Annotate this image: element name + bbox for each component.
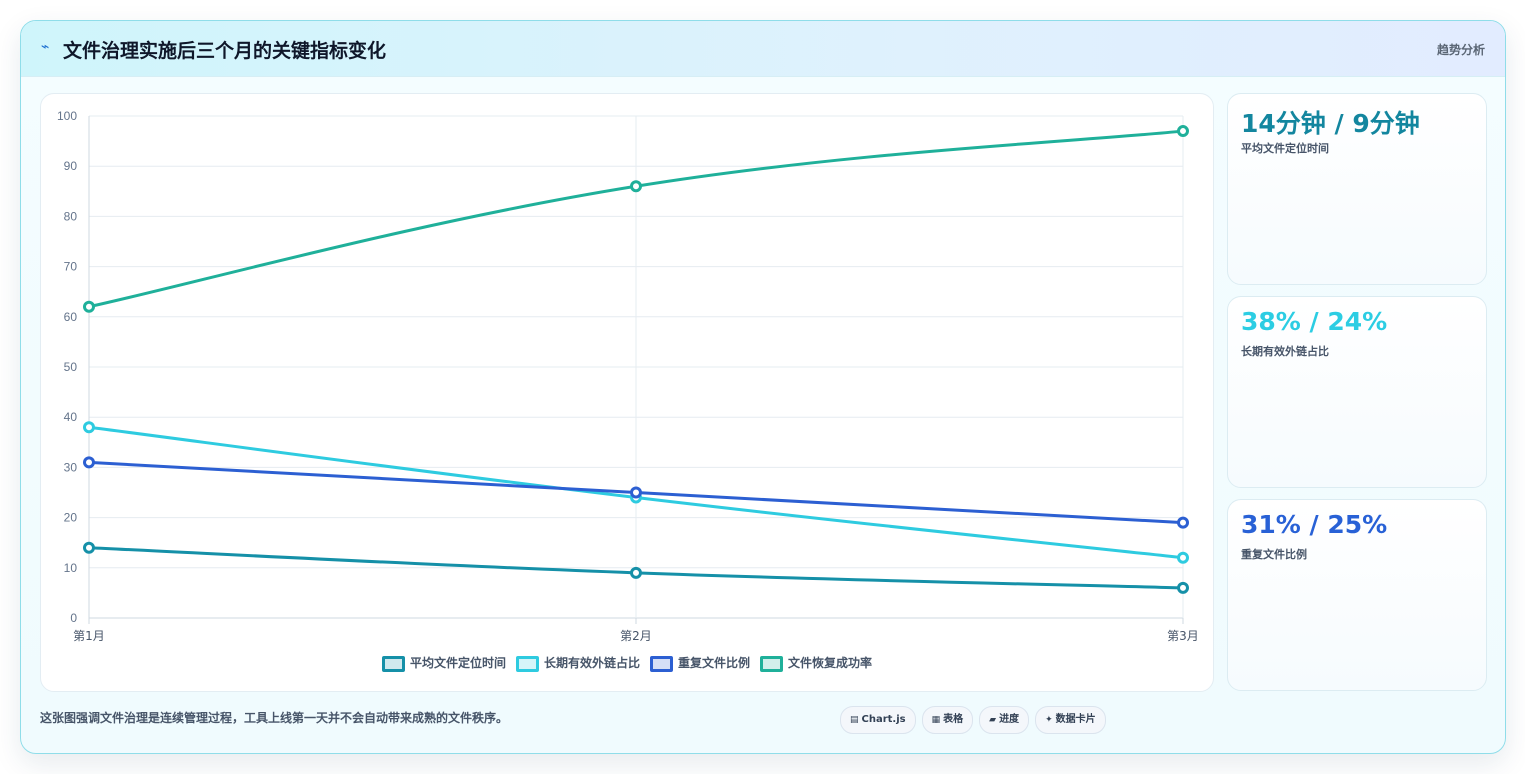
y-tick-label: 70 (64, 260, 78, 274)
legend-item[interactable]: 重复文件比例 (650, 654, 750, 672)
data-point (1177, 125, 1189, 138)
y-tick-label: 80 (64, 209, 78, 223)
chip-data-card[interactable]: ✦ 数据卡片 (1035, 706, 1106, 734)
data-point (1177, 581, 1189, 594)
y-tick-label: 60 (64, 310, 78, 324)
kpi-card-external-links: 38% / 24% 长期有效外链占比 (1227, 296, 1487, 488)
legend-label: 平均文件定位时间 (409, 656, 506, 670)
chip-label: Chart.js (861, 714, 906, 725)
legend-label: 重复文件比例 (678, 656, 751, 670)
data-point (630, 486, 642, 499)
data-card-icon: ✦ (1045, 715, 1053, 725)
legend-swatch (760, 655, 784, 672)
chip-label: 数据卡片 (1055, 714, 1096, 725)
card-header: ⌁ 文件治理实施后三个月的关键指标变化 趋势分析 (21, 21, 1505, 77)
y-tick-label: 90 (64, 159, 78, 173)
chip-table[interactable]: ▦ 表格 (921, 706, 974, 734)
data-point (1177, 551, 1189, 564)
chart-legend: 平均文件定位时间 长期有效外链占比 重复文件比例 文件恢复成功率 (41, 654, 1213, 672)
lightning-icon: ⌁ (41, 39, 50, 55)
chart-card: ⌁ 文件治理实施后三个月的关键指标变化 趋势分析 0 10 20 30 40 50 60 70… (20, 20, 1506, 754)
legend-swatch (515, 655, 539, 672)
legend-item[interactable]: 文件恢复成功率 (760, 654, 872, 672)
line-chart: 0 10 20 30 40 50 60 70 80 90 100 第1月 第2月 第3月 (57, 109, 1199, 643)
kpi-label: 长期有效外链占比 (1241, 345, 1329, 358)
y-tick-label: 30 (64, 460, 78, 474)
kpi-label: 平均文件定位时间 (1241, 142, 1329, 155)
y-tick-label: 100 (57, 109, 77, 123)
progress-icon: ▰ (989, 715, 997, 725)
chip-label: 表格 (943, 714, 964, 725)
chart-panel: 0 10 20 30 40 50 60 70 80 90 100 第1月 第2月 第3月 平均文件定位时间… (40, 93, 1214, 692)
x-tick-label: 第2月 (620, 629, 652, 643)
page-title: 文件治理实施后三个月的关键指标变化 (63, 40, 387, 62)
kpi-value: 38% / 24% (1241, 307, 1388, 336)
legend-swatch (381, 655, 405, 672)
data-point (83, 300, 95, 313)
tech-chips: ▤ Chart.js ▦ 表格 ▰ 进度 ✦ 数据卡片 (840, 706, 1112, 734)
trend-analysis-tag: 趋势分析 (1436, 43, 1485, 57)
legend-label: 长期有效外链占比 (543, 656, 640, 670)
y-tick-label: 10 (64, 561, 78, 575)
chart-icon: ▤ (850, 715, 859, 725)
legend-swatch (650, 655, 673, 672)
kpi-value: 31% / 25% (1241, 510, 1388, 539)
table-icon: ▦ (931, 715, 941, 725)
y-tick-label: 40 (64, 410, 78, 424)
kpi-card-locate-time: 14分钟 / 9分钟 平均文件定位时间 (1227, 93, 1487, 285)
data-point (83, 456, 95, 469)
legend-item[interactable]: 平均文件定位时间 (381, 654, 506, 672)
chip-label: 进度 (999, 714, 1020, 725)
legend-item[interactable]: 长期有效外链占比 (515, 654, 640, 672)
data-point (630, 566, 642, 579)
kpi-value: 14分钟 / 9分钟 (1241, 109, 1420, 138)
y-tick-label: 0 (70, 611, 77, 625)
x-tick-label: 第1月 (73, 629, 105, 643)
footer-note: 这张图强调文件治理是连续管理过程，工具上线第一天并不会自动带来成熟的文件秩序。 (40, 711, 509, 725)
legend-label: 文件恢复成功率 (788, 656, 873, 670)
chip-chartjs[interactable]: ▤ Chart.js (840, 706, 916, 734)
y-tick-label: 50 (64, 360, 78, 374)
x-tick-label: 第3月 (1167, 629, 1199, 643)
kpi-label: 重复文件比例 (1241, 548, 1307, 561)
y-tick-label: 20 (64, 511, 78, 525)
kpi-card-duplicate-files: 31% / 25% 重复文件比例 (1227, 499, 1487, 691)
data-point (83, 421, 95, 434)
data-point (1177, 516, 1189, 529)
data-point (83, 541, 95, 554)
chip-progress[interactable]: ▰ 进度 (979, 706, 1030, 734)
data-point (630, 180, 642, 193)
